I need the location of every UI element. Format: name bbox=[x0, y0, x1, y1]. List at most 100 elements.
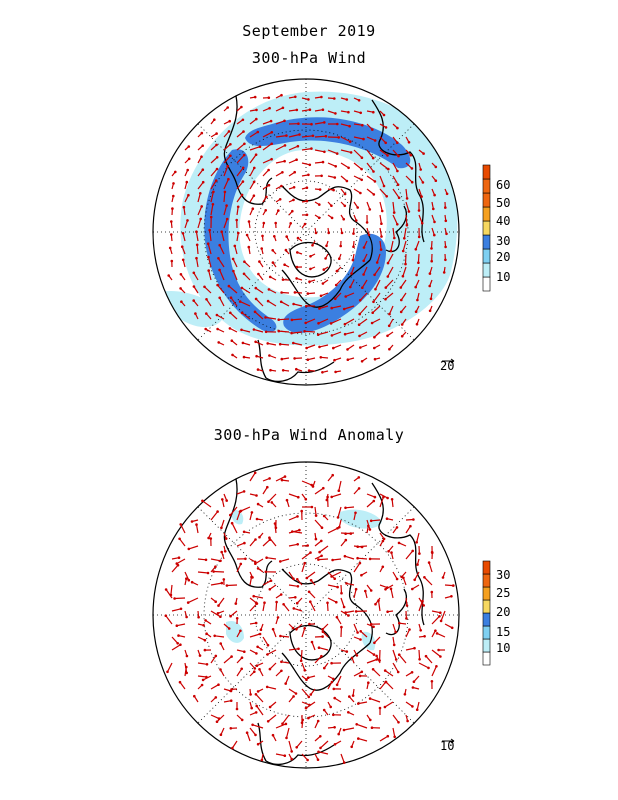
wind-vector-head bbox=[305, 304, 308, 308]
wind-vector bbox=[267, 342, 277, 346]
wind-vector bbox=[255, 287, 264, 294]
wind-vector-head bbox=[238, 300, 242, 303]
wind-vector-head bbox=[256, 368, 260, 371]
wind-vector-head bbox=[256, 130, 260, 134]
wind-vector bbox=[231, 522, 238, 534]
wind-vector bbox=[230, 610, 238, 617]
wind-vector-head bbox=[439, 655, 442, 658]
wind-vector-head bbox=[322, 268, 326, 271]
wind-vector-head bbox=[255, 652, 258, 655]
wind-vector-head bbox=[413, 578, 417, 582]
wind-vector-head bbox=[185, 654, 189, 658]
panel1-colorbar-label: 20 bbox=[496, 250, 510, 264]
wind-vector bbox=[366, 188, 375, 195]
wind-vector-head bbox=[402, 576, 405, 580]
wind-vector bbox=[416, 701, 420, 710]
wind-vector-head bbox=[362, 259, 366, 263]
wind-vector-head bbox=[421, 181, 425, 184]
wind-vector-head bbox=[254, 733, 257, 737]
wind-vector bbox=[221, 231, 225, 242]
wind-vector-head bbox=[385, 517, 389, 520]
wind-vector-head bbox=[400, 323, 404, 326]
wind-vector-head bbox=[412, 680, 416, 683]
wind-vector bbox=[318, 751, 329, 755]
wind-vector bbox=[210, 714, 220, 720]
wind-vector bbox=[340, 753, 345, 763]
wind-vector bbox=[301, 135, 313, 138]
wind-vector bbox=[344, 331, 355, 335]
wind-vector-head bbox=[356, 545, 360, 548]
wind-vector bbox=[369, 698, 381, 703]
wind-vector-head bbox=[396, 223, 399, 226]
wind-vector-head bbox=[254, 340, 257, 344]
wind-vector-head bbox=[413, 646, 416, 650]
wind-vector-head bbox=[253, 95, 257, 99]
wind-vector-head bbox=[369, 589, 373, 592]
wind-vector-head bbox=[327, 231, 331, 235]
wind-vector bbox=[326, 602, 329, 612]
wind-vector-head bbox=[229, 699, 233, 702]
wind-vector bbox=[405, 647, 415, 651]
wind-vector-head bbox=[407, 210, 411, 213]
wind-vector-head bbox=[350, 745, 354, 749]
wind-vector-head bbox=[242, 355, 246, 359]
wind-vector-head bbox=[217, 604, 220, 607]
wind-vector-head bbox=[345, 179, 349, 183]
wind-vector-head bbox=[265, 195, 268, 199]
wind-vector bbox=[371, 318, 381, 324]
wind-vector-head bbox=[267, 288, 271, 291]
wind-vector bbox=[327, 597, 337, 603]
wind-vector bbox=[431, 615, 440, 625]
wind-vector-head bbox=[427, 666, 430, 670]
wind-vector-head bbox=[220, 526, 223, 530]
wind-vector-head bbox=[219, 668, 222, 671]
wind-vector-head bbox=[294, 596, 297, 599]
wind-vector-head bbox=[416, 298, 419, 302]
wind-vector-head bbox=[177, 634, 180, 637]
wind-vector-head bbox=[344, 611, 347, 614]
wind-vector bbox=[343, 727, 355, 731]
wind-vector-head bbox=[212, 570, 215, 573]
wind-vector-head bbox=[229, 614, 232, 618]
wind-vector bbox=[256, 705, 264, 716]
wind-vector-head bbox=[256, 742, 260, 746]
wind-vector-head bbox=[279, 634, 282, 638]
figure-title: September 2019 bbox=[242, 22, 376, 40]
wind-vector bbox=[223, 143, 231, 151]
wind-vector-head bbox=[283, 119, 286, 123]
wind-vector-head bbox=[303, 627, 307, 630]
wind-vector-head bbox=[216, 283, 219, 287]
wind-vector-head bbox=[452, 584, 455, 587]
wind-vector-head bbox=[407, 141, 411, 144]
wind-vector-head bbox=[252, 180, 256, 184]
wind-vector-head bbox=[330, 216, 334, 220]
wind-vector bbox=[181, 246, 186, 255]
wind-vector bbox=[278, 318, 290, 321]
wind-vector-head bbox=[383, 705, 387, 709]
wind-vector-head bbox=[218, 268, 221, 272]
wind-vector bbox=[204, 286, 212, 294]
wind-vector bbox=[197, 218, 202, 229]
wind-vector-head bbox=[307, 695, 311, 699]
wind-vector bbox=[262, 131, 273, 138]
wind-vector-head bbox=[269, 368, 272, 372]
wind-vector-head bbox=[414, 310, 418, 314]
wind-vector-head bbox=[347, 711, 350, 714]
wind-vector bbox=[379, 175, 385, 187]
wind-vector bbox=[366, 175, 376, 182]
wind-vector-head bbox=[283, 754, 287, 757]
wind-vector-head bbox=[214, 696, 218, 699]
wind-vector-head bbox=[308, 622, 311, 626]
wind-vector bbox=[444, 623, 453, 629]
wind-vector-head bbox=[292, 607, 296, 610]
wind-vector-head bbox=[331, 473, 335, 477]
wind-vector-head bbox=[386, 275, 390, 278]
wind-vector-head bbox=[439, 611, 442, 614]
wind-vector-head bbox=[344, 538, 348, 542]
wind-vector-head bbox=[306, 758, 309, 762]
wind-vector-head bbox=[334, 297, 337, 301]
wind-vector bbox=[267, 686, 277, 690]
wind-vector-head bbox=[230, 688, 233, 691]
wind-vector-head bbox=[323, 150, 326, 154]
wind-vector bbox=[331, 493, 342, 498]
